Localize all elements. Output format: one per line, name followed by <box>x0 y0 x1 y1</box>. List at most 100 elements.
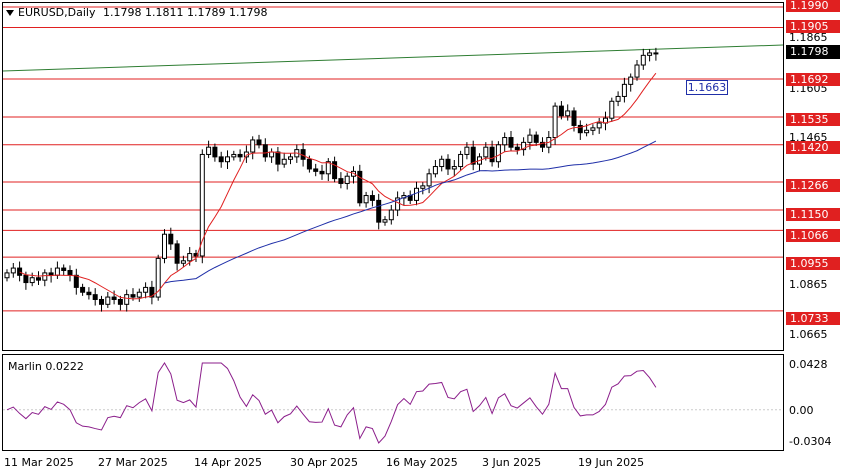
candle-body <box>162 233 167 259</box>
candle-body <box>451 166 457 170</box>
date-label: 16 May 2025 <box>386 456 458 469</box>
candle-body <box>552 105 558 139</box>
candle-body <box>180 260 186 264</box>
candle-body <box>92 294 98 300</box>
candle-body <box>647 52 653 56</box>
indicator-axis-label: -0.0304 <box>789 435 832 448</box>
candle-body <box>67 269 73 276</box>
candle-body <box>143 286 149 293</box>
candle-body <box>514 146 520 151</box>
triangle-down-icon[interactable] <box>6 10 14 16</box>
price-axis-label: 1.0865 <box>789 278 828 291</box>
candle-body <box>275 151 281 165</box>
candle-body <box>540 141 545 148</box>
candle-body <box>388 209 394 221</box>
trend-line <box>3 44 783 72</box>
candle-body <box>111 296 117 300</box>
oscillator-chart[interactable] <box>3 355 783 450</box>
ohlc-low: 1.1789 <box>186 6 226 19</box>
candle-body <box>23 274 29 284</box>
candle-body <box>187 253 193 262</box>
candle-body <box>80 286 86 293</box>
candle-body <box>351 170 356 177</box>
ma-red-line <box>19 72 657 300</box>
candle-body <box>36 277 41 281</box>
level-tag: 1.1692 <box>786 73 840 86</box>
candle-body <box>325 161 331 175</box>
candle-body <box>414 187 419 201</box>
indicator-title: Marlin 0.0222 <box>8 360 84 373</box>
candle-body <box>174 243 180 264</box>
candle-body <box>61 267 67 271</box>
candle-body <box>136 291 142 298</box>
level-tag: 1.0733 <box>786 312 840 325</box>
candle-body <box>231 153 237 158</box>
candle-body <box>502 137 508 146</box>
candle-body <box>338 178 344 184</box>
candle-body <box>332 161 338 180</box>
candle-body <box>577 124 583 134</box>
candle-body <box>250 139 256 153</box>
candle-body <box>527 134 533 143</box>
candle-body <box>344 175 350 184</box>
candle-body <box>306 158 312 170</box>
candle-body <box>483 146 489 158</box>
ohlc-close: 1.1798 <box>228 6 268 19</box>
oscillator-line <box>6 362 657 444</box>
main-chart-pane[interactable] <box>2 2 784 351</box>
candle-body <box>262 144 268 158</box>
date-label: 30 Apr 2025 <box>290 456 359 469</box>
chart-header: EURUSD,Daily 1.1798 1.1811 1.1789 1.1798 <box>6 6 267 19</box>
candle-body <box>609 100 615 119</box>
candle-body <box>288 156 293 160</box>
candle-body <box>621 83 627 97</box>
ohlc-open: 1.1798 <box>102 6 142 19</box>
candle-body <box>105 296 111 305</box>
candle-body <box>225 156 230 163</box>
candle-body <box>634 64 640 78</box>
candle-body <box>99 298 104 305</box>
candle-body <box>615 95 621 102</box>
candle-body <box>432 166 438 175</box>
candle-body <box>48 272 54 276</box>
candle-body <box>426 173 432 187</box>
candle-body <box>420 185 426 189</box>
candle-body <box>4 272 10 279</box>
level-tag: 1.1150 <box>786 208 840 221</box>
level-tag: 1.1266 <box>786 179 840 192</box>
price-chart[interactable] <box>3 3 783 350</box>
candle-body <box>218 156 224 163</box>
level-tag: 1.1535 <box>786 113 840 126</box>
level-tag: 1.1905 <box>786 20 840 33</box>
candle-body <box>117 298 123 305</box>
candle-body <box>86 291 92 296</box>
candle-body <box>357 170 363 204</box>
candle-body <box>584 129 590 134</box>
current-price-tag: 1.1798 <box>786 45 840 59</box>
candle-body <box>369 195 375 201</box>
candle-body <box>628 76 634 85</box>
candle-body <box>199 153 205 257</box>
candle-body <box>533 134 539 143</box>
candle-body <box>212 146 218 158</box>
candle-body <box>29 277 35 284</box>
candle-body <box>439 158 445 168</box>
level-tag: 1.1420 <box>786 141 840 154</box>
candle-body <box>237 153 243 158</box>
indicator-pane[interactable] <box>2 354 784 451</box>
candle-body <box>155 257 161 298</box>
symbol-label: EURUSD,Daily <box>18 6 96 19</box>
candle-body <box>571 110 577 126</box>
candle-body <box>10 267 16 274</box>
date-label: 14 Apr 2025 <box>194 456 263 469</box>
candle-body <box>281 158 287 165</box>
candle-body <box>458 153 464 168</box>
candle-body <box>319 170 325 175</box>
level-tag: 1.1066 <box>786 229 840 242</box>
candle-body <box>565 110 571 117</box>
ma-value-box: 1.1663 <box>686 80 728 95</box>
candle-body <box>256 139 262 146</box>
ohlc-high: 1.1811 <box>144 6 184 19</box>
candle-body <box>168 233 174 245</box>
candle-body <box>640 54 646 66</box>
